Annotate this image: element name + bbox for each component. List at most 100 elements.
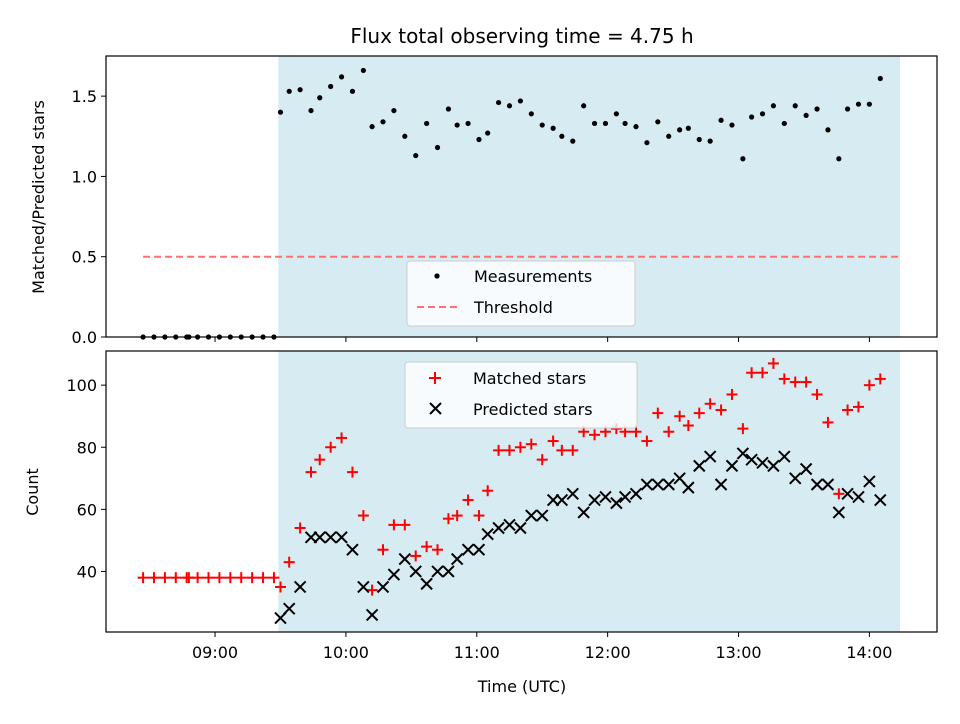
matched-star-point — [547, 435, 559, 447]
measurement-point — [770, 103, 777, 109]
matched-star-point — [767, 357, 779, 369]
predicted-legend-marker — [429, 402, 442, 415]
matched-star-point — [852, 401, 864, 413]
count-legend: Matched stars Predicted stars — [404, 361, 638, 429]
matched-star-point — [874, 373, 886, 385]
measurement-point — [814, 106, 820, 112]
predicted-star-point — [863, 475, 876, 488]
matched-star-point — [170, 572, 182, 584]
matched-star-point — [257, 572, 269, 584]
measurement-point — [465, 120, 471, 127]
matched-star-point — [246, 572, 258, 584]
matched-star-point — [314, 454, 326, 466]
predicted-star-point — [662, 478, 675, 491]
predicted-star-point — [799, 462, 813, 476]
matched-star-point — [432, 544, 444, 556]
measurement-point — [792, 103, 798, 109]
measurement-point — [277, 109, 284, 115]
ratio-y-tick-label: 0.0 — [72, 328, 97, 347]
predicted-star-point — [599, 490, 612, 504]
predicted-star-point — [514, 521, 527, 535]
count-x-tick-label: 09:00 — [192, 643, 238, 662]
measurement-point — [328, 83, 334, 90]
matched-star-point — [504, 444, 516, 456]
predicted-star-point — [525, 509, 538, 522]
predicted-star-point — [841, 487, 854, 501]
measurement-point — [866, 101, 872, 107]
predicted-star-point — [736, 447, 750, 460]
matched-star-point — [274, 581, 286, 593]
matched-star-point — [641, 435, 653, 447]
measurement-point — [454, 122, 460, 128]
measurement-point — [602, 120, 609, 127]
matched-star-point — [663, 426, 675, 438]
matched-star-point — [159, 572, 171, 584]
matched-star-point — [421, 541, 433, 553]
count-y-tick-label: 80 — [77, 438, 97, 457]
matched-star-point — [346, 466, 358, 478]
matched-star-point — [203, 572, 215, 584]
measurement-point — [369, 124, 375, 130]
predicted-star-point — [588, 493, 601, 507]
count-axis-ticks: 40 60 80 100 09:00 10:00 11:00 12:00 13:00 14:00 — [66, 376, 892, 662]
predicted-star-point — [832, 506, 846, 519]
measurement-point — [666, 133, 672, 139]
predicted-star-point — [789, 472, 802, 485]
measurement-point — [729, 122, 735, 128]
measurement-point — [559, 133, 565, 139]
predicted-star-point — [376, 580, 390, 594]
matched-star-point — [863, 379, 875, 391]
count-y-tick-label: 60 — [77, 500, 97, 519]
predicted-star-point — [431, 565, 444, 578]
measurement-point — [349, 88, 356, 94]
matched-star-point — [493, 444, 505, 456]
ratio-panel: 0.0 0.5 1.0 1.5 Matched/Predicted stars Mea… — [29, 55, 938, 347]
count-panel-frame — [105, 350, 938, 633]
measurement-point — [413, 152, 419, 159]
predicted-star-point — [313, 531, 326, 544]
predicted-star-point — [714, 478, 728, 491]
measurement-point — [836, 156, 842, 162]
predicted-star-point — [745, 453, 758, 466]
count-x-tick-label: 12:00 — [585, 643, 631, 662]
predicted-star-point — [682, 481, 695, 494]
matched-star-point — [148, 572, 160, 584]
predicted-star-point — [283, 602, 296, 615]
predicted-star-point — [756, 456, 769, 469]
predicted-star-point — [365, 608, 379, 622]
measurement-point — [749, 114, 755, 120]
measurement-point — [308, 107, 314, 114]
measurement-point — [539, 122, 545, 128]
matched-star-point — [737, 423, 749, 435]
predicted-star-point — [324, 531, 337, 544]
measurement-point — [550, 125, 556, 131]
predicted-star-point — [821, 478, 835, 491]
measurement-point — [380, 119, 386, 125]
measurement-point — [402, 133, 408, 139]
measurement-point — [445, 106, 452, 112]
predicted-star-point — [618, 490, 632, 504]
predicted-star-point — [651, 478, 665, 491]
predicted-star-point — [610, 496, 623, 510]
matched-star-point — [283, 556, 295, 568]
matched-star-point — [556, 444, 568, 456]
measurement-point — [506, 103, 513, 109]
measurement-point — [844, 106, 851, 112]
matched-star-point — [589, 429, 601, 441]
predicted-star-point — [492, 521, 505, 535]
matched-star-point — [811, 388, 823, 400]
matched-star-point — [822, 416, 834, 428]
measurement-point — [718, 117, 724, 123]
measurement-point — [581, 103, 587, 109]
matched-star-point — [704, 398, 716, 410]
matched-star-point — [213, 572, 225, 584]
measurements-legend-label: Measurements — [474, 267, 592, 286]
matched-star-point — [399, 519, 411, 531]
predicted-star-point — [810, 478, 824, 491]
measurement-point — [740, 156, 746, 162]
predicted-star-point — [577, 506, 590, 519]
ratio-y-tick-label: 1.5 — [72, 87, 97, 106]
predicted-star-point — [874, 493, 887, 507]
predicted-star-point — [767, 459, 780, 473]
